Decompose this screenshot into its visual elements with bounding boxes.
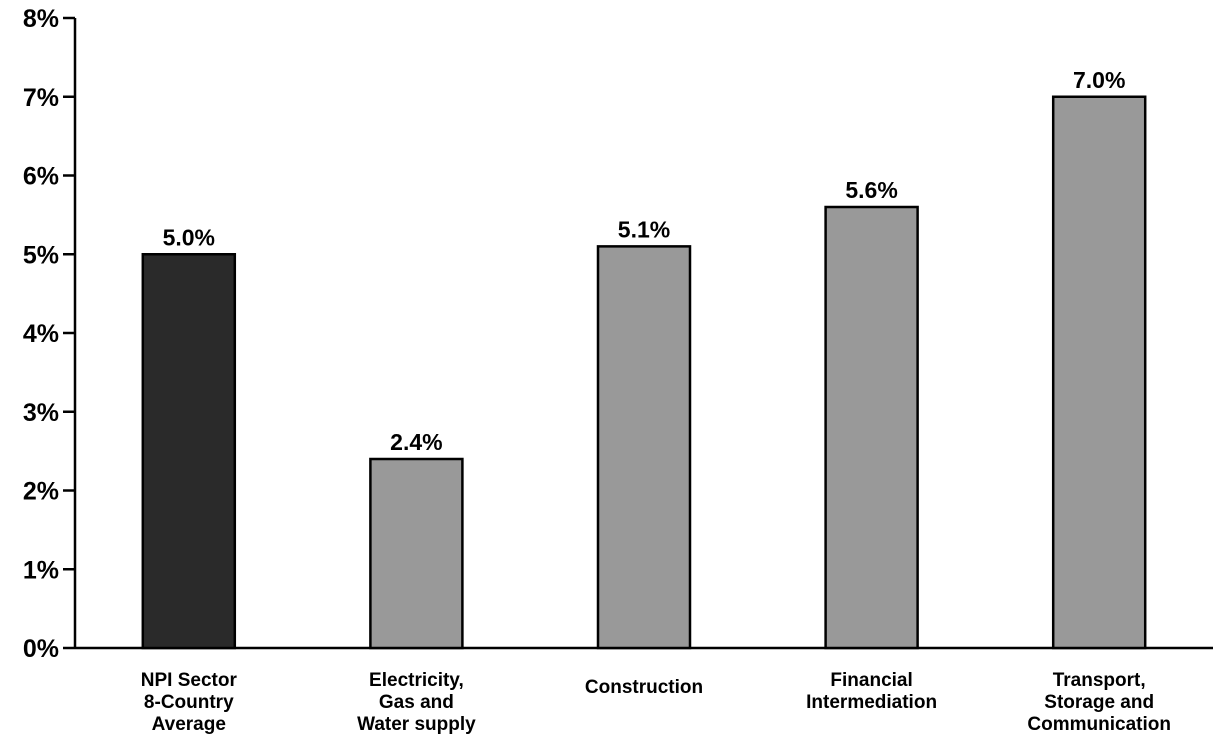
y-tick-label: 3% [23, 399, 59, 427]
bar [141, 253, 237, 650]
category-label-line: Financial [830, 670, 912, 691]
bar [369, 457, 464, 650]
y-tick-label: 7% [23, 84, 59, 112]
category-label-line: Water supply [357, 714, 476, 735]
y-tick-label: 2% [23, 478, 59, 506]
y-tick-label: 0% [23, 635, 59, 663]
category-label-line: Electricity, [369, 670, 464, 691]
data-label: 2.4% [390, 429, 442, 455]
y-tick-label: 6% [23, 163, 59, 191]
category-label-line: Transport, [1053, 670, 1146, 691]
category-label-line: Gas and [379, 692, 454, 713]
category-label: Electricity, Gas and Water supply [357, 670, 476, 735]
bars [141, 95, 1147, 650]
axes: 0% 1% 2% 3% 4% 5% 6% 7% 8% [23, 5, 1213, 663]
category-label-line: Construction [585, 677, 703, 698]
labels: 5.0% NPI Sector 8-Country Average 2.4% Electr… [141, 67, 1171, 735]
data-label: 5.1% [618, 216, 670, 242]
y-tick-label: 8% [23, 5, 59, 33]
data-label: 7.0% [1073, 67, 1125, 93]
data-label: 5.0% [163, 224, 215, 250]
category-label-line: NPI Sector [141, 670, 238, 691]
category-label-line: Communication [1027, 714, 1171, 735]
y-tick-label: 1% [23, 556, 59, 584]
bar [596, 245, 692, 650]
data-label: 5.6% [845, 177, 897, 203]
category-label: NPI Sector 8-Country Average [141, 670, 238, 735]
category-label: Construction [585, 677, 703, 698]
bar [824, 205, 919, 650]
y-tick-label: 4% [23, 320, 59, 348]
category-label-line: 8-Country [144, 692, 234, 713]
category-label: Transport, Storage and Communication [1027, 670, 1171, 735]
category-label-line: Storage and [1044, 692, 1154, 713]
category-label-line: Average [152, 714, 226, 735]
bar [1051, 95, 1147, 650]
y-tick-label: 5% [23, 241, 59, 269]
category-label: Financial Intermediation [806, 670, 937, 713]
category-label-line: Intermediation [806, 692, 937, 713]
